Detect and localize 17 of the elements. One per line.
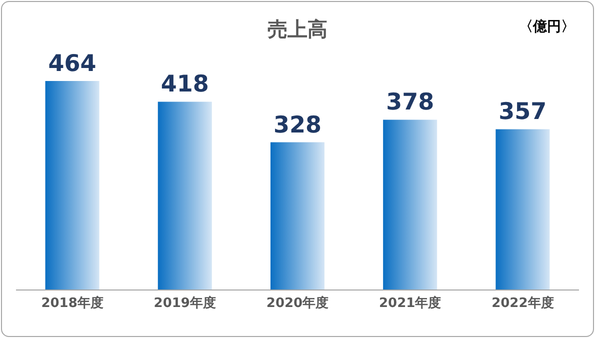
bar [158, 102, 212, 290]
data-label: 418 [160, 72, 209, 98]
x-tick-label: 2019年度 [154, 295, 216, 312]
x-tick-label: 2022年度 [492, 295, 554, 312]
bar [270, 142, 324, 290]
bar [383, 120, 438, 290]
data-label: 378 [386, 90, 434, 116]
data-label: 357 [498, 99, 547, 126]
x-tick-label: 2018年度 [41, 295, 104, 312]
text: 〈億円〉 [519, 18, 575, 36]
x-tick-label: 2020年度 [266, 295, 329, 312]
bar [45, 81, 100, 290]
data-label: 328 [273, 112, 322, 138]
x-tick-label: 2021年度 [379, 295, 442, 312]
bar [496, 129, 550, 290]
data-label: 464 [48, 51, 96, 77]
chart-title: 売上高 [268, 17, 328, 41]
